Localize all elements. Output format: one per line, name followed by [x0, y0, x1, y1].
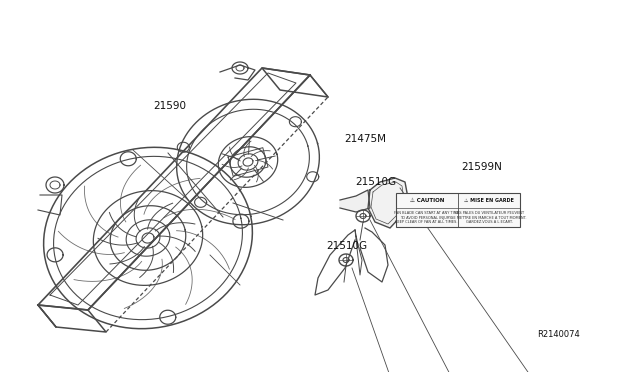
- Text: ⚠ MISE EN GARDE: ⚠ MISE EN GARDE: [464, 198, 514, 203]
- Text: LES PALES DU VENTILATEUR PEUVENT
SE METTRE EN MARCHE A TOUT MOMENT.
GARDEZ-VOUS : LES PALES DU VENTILATEUR PEUVENT SE METT…: [451, 211, 527, 224]
- Text: FAN BLADE CAN START AT ANY TIME.
TO AVOID PERSONAL INJURY,
KEEP CLEAR OF FAN AT : FAN BLADE CAN START AT ANY TIME. TO AVOI…: [394, 211, 460, 224]
- Text: 21510G: 21510G: [326, 241, 367, 250]
- Bar: [396, 193, 520, 227]
- Text: 21599N: 21599N: [461, 163, 502, 172]
- Text: 21590: 21590: [154, 101, 187, 111]
- Text: ⚠ CAUTION: ⚠ CAUTION: [410, 198, 444, 203]
- Text: 21475M: 21475M: [344, 135, 387, 144]
- Polygon shape: [340, 190, 370, 212]
- Polygon shape: [368, 178, 408, 228]
- Text: 21510G: 21510G: [355, 177, 396, 187]
- Text: R2140074: R2140074: [538, 330, 580, 339]
